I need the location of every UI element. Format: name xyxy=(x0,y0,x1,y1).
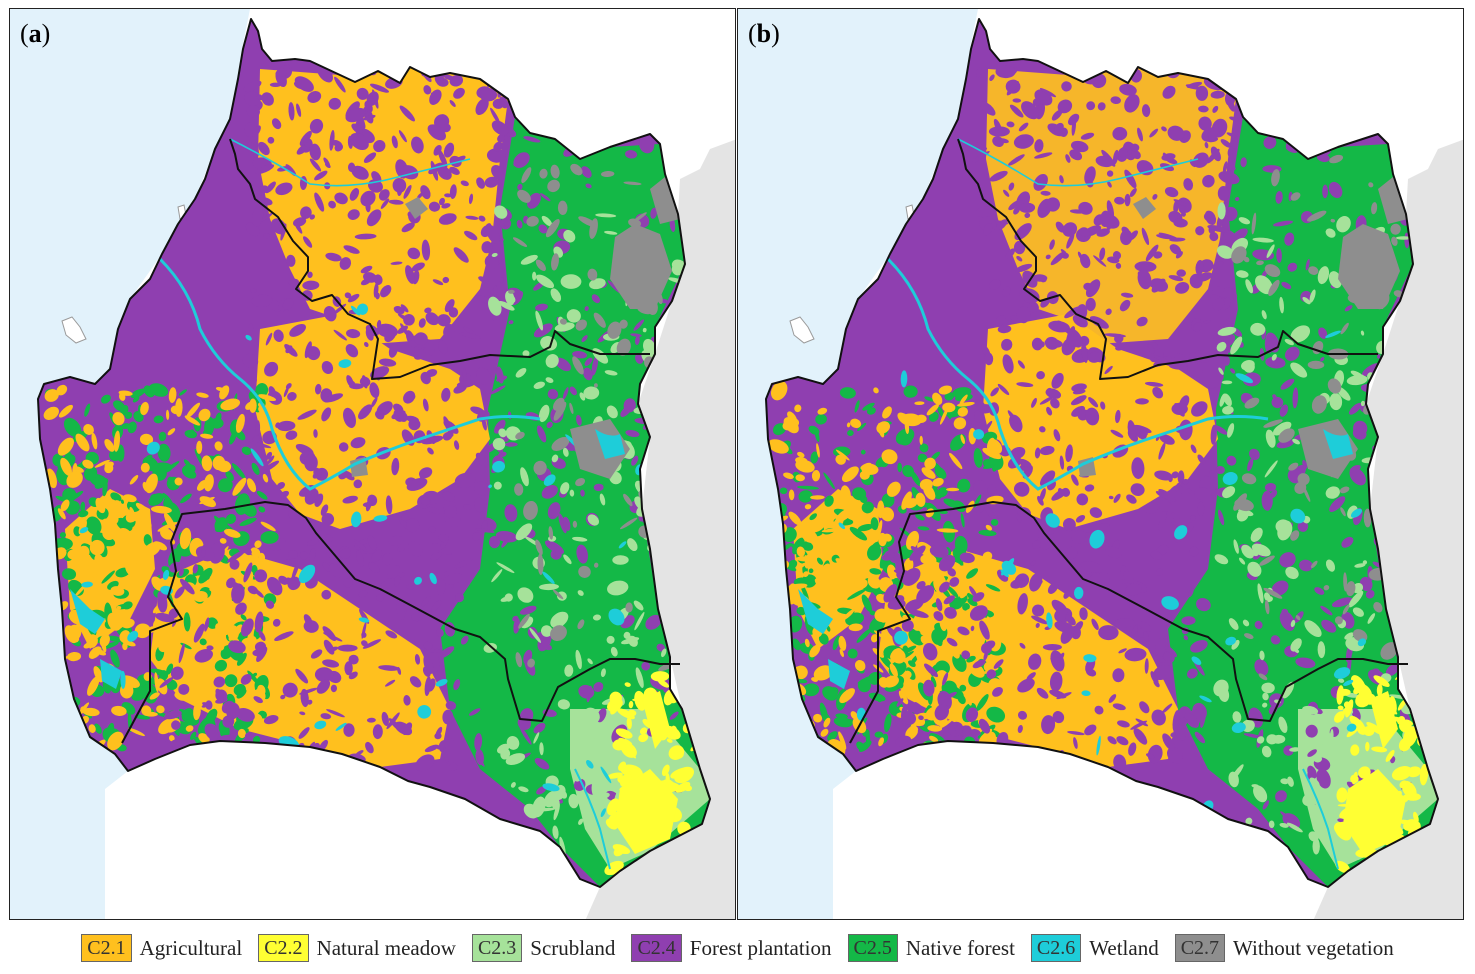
legend-label-without-vegetation: Without vegetation xyxy=(1233,935,1394,960)
map-panel-b: (b) xyxy=(737,8,1464,920)
lagoon xyxy=(828,659,850,689)
neighbouring-land xyxy=(1313,139,1463,919)
region-boundary xyxy=(37,18,711,888)
legend-item-scrubland: C2.3 Scrubland xyxy=(471,934,616,962)
river xyxy=(957,138,1199,187)
panel-label-b: (b) xyxy=(748,19,780,48)
province-boundary xyxy=(957,138,1378,380)
lagoon xyxy=(798,589,833,634)
land-cover-map-b xyxy=(738,9,1463,919)
natural-meadow-patch xyxy=(642,691,670,749)
legend-label-scrubland: Scrubland xyxy=(530,935,616,960)
map-panel-a: (a) xyxy=(9,8,736,920)
lagoon xyxy=(70,589,105,634)
natural-meadow-patch xyxy=(1370,691,1398,749)
river xyxy=(886,257,1269,491)
panel-label-a: (a) xyxy=(20,19,51,48)
river xyxy=(229,138,471,187)
lake xyxy=(595,429,625,459)
legend-swatch-native-forest: C2.5 xyxy=(847,934,898,962)
legend-item-forest-plantation: C2.4 Forest plantation xyxy=(631,934,832,962)
legend-item-natural-meadow: C2.2 Natural meadow xyxy=(258,934,456,962)
legend-swatch-forest-plantation: C2.4 xyxy=(631,934,682,962)
province-boundary xyxy=(849,501,1408,744)
legend-label-forest-plantation: Forest plantation xyxy=(689,935,832,960)
legend-item-agricultural: C2.1 Agricultural xyxy=(81,934,242,962)
ocean-area xyxy=(10,9,250,919)
without-vegetation-patch xyxy=(570,419,630,479)
ocean-area xyxy=(738,9,978,919)
legend-label-wetland: Wetland xyxy=(1089,935,1159,960)
lagoon xyxy=(100,659,122,689)
province-boundary xyxy=(229,138,650,380)
legend-label-agricultural: Agricultural xyxy=(139,935,243,960)
neighbouring-land xyxy=(585,139,735,919)
without-vegetation-patch xyxy=(1298,419,1358,479)
land-cover-map-a xyxy=(10,9,735,919)
legend-label-natural-meadow: Natural meadow xyxy=(316,935,456,960)
river xyxy=(1302,768,1339,870)
without-vegetation-patch xyxy=(610,224,672,309)
lake xyxy=(1323,429,1353,459)
island xyxy=(789,316,815,344)
natural-meadow-patch xyxy=(615,769,678,854)
natural-meadow-patch xyxy=(1343,769,1406,854)
legend-swatch-scrubland: C2.3 xyxy=(471,934,523,962)
without-vegetation-patch xyxy=(1338,224,1400,309)
without-vegetation-patch xyxy=(405,197,428,219)
legend-swatch-wetland: C2.6 xyxy=(1030,934,1082,962)
legend-swatch-natural-meadow: C2.2 xyxy=(258,934,309,962)
province-boundary xyxy=(121,501,680,744)
island xyxy=(61,316,87,344)
legend-swatch-without-vegetation: C2.7 xyxy=(1174,934,1226,962)
region-boundary xyxy=(765,18,1439,888)
legend-label-native-forest: Native forest xyxy=(905,935,1015,960)
map-legend: C2.1 Agricultural C2.2 Natural meadow C2… xyxy=(0,928,1475,968)
legend-item-native-forest: C2.5 Native forest xyxy=(847,934,1015,962)
legend-swatch-agricultural: C2.1 xyxy=(81,934,132,962)
river xyxy=(574,768,611,870)
river xyxy=(158,257,541,491)
legend-item-without-vegetation: C2.7 Without vegetation xyxy=(1174,934,1394,962)
legend-item-wetland: C2.6 Wetland xyxy=(1030,934,1159,962)
without-vegetation-patch xyxy=(1133,197,1156,219)
